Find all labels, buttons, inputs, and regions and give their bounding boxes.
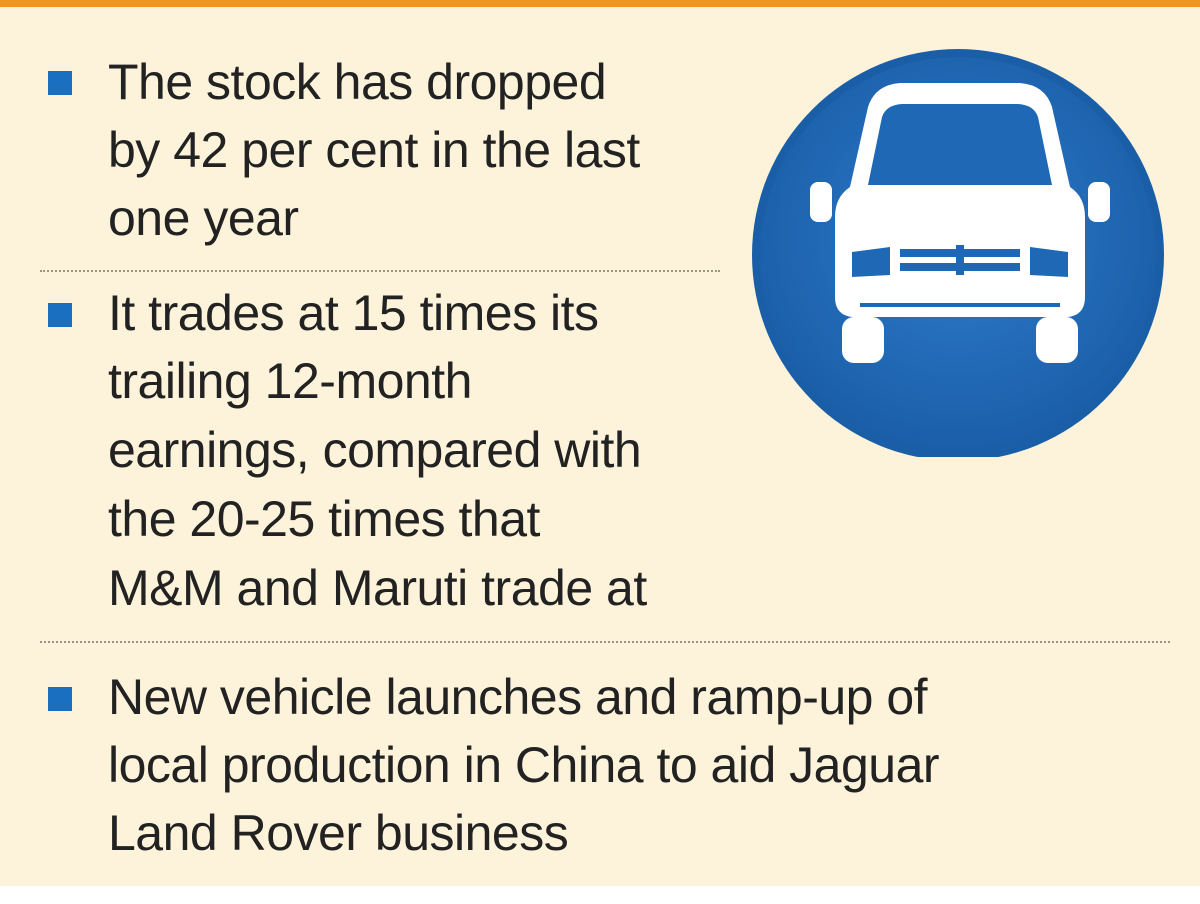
bullet-text: It trades at 15 times its <box>108 285 599 341</box>
bullet-text: by 42 per cent in the last <box>108 122 640 178</box>
bullet-text: M&M and Maruti trade at <box>108 560 647 616</box>
bullet-text: trailing 12-month <box>108 353 472 409</box>
bullet-text: Land Rover business <box>108 805 569 861</box>
bullet-text: one year <box>108 190 299 246</box>
bullet-text: the 20-25 times that <box>108 491 540 547</box>
bullet-marker <box>48 303 72 327</box>
car-icon <box>752 49 1164 457</box>
bullet-text: local production in China to aid Jaguar <box>108 737 940 793</box>
bullet-text: The stock has dropped <box>108 54 607 110</box>
separator <box>40 641 1170 643</box>
bullet-text: New vehicle launches and ramp-up of <box>108 669 928 725</box>
separator <box>40 270 720 272</box>
bullet-marker <box>48 687 72 711</box>
bullet-marker <box>48 71 72 95</box>
bullet-text: earnings, compared with <box>108 422 642 478</box>
